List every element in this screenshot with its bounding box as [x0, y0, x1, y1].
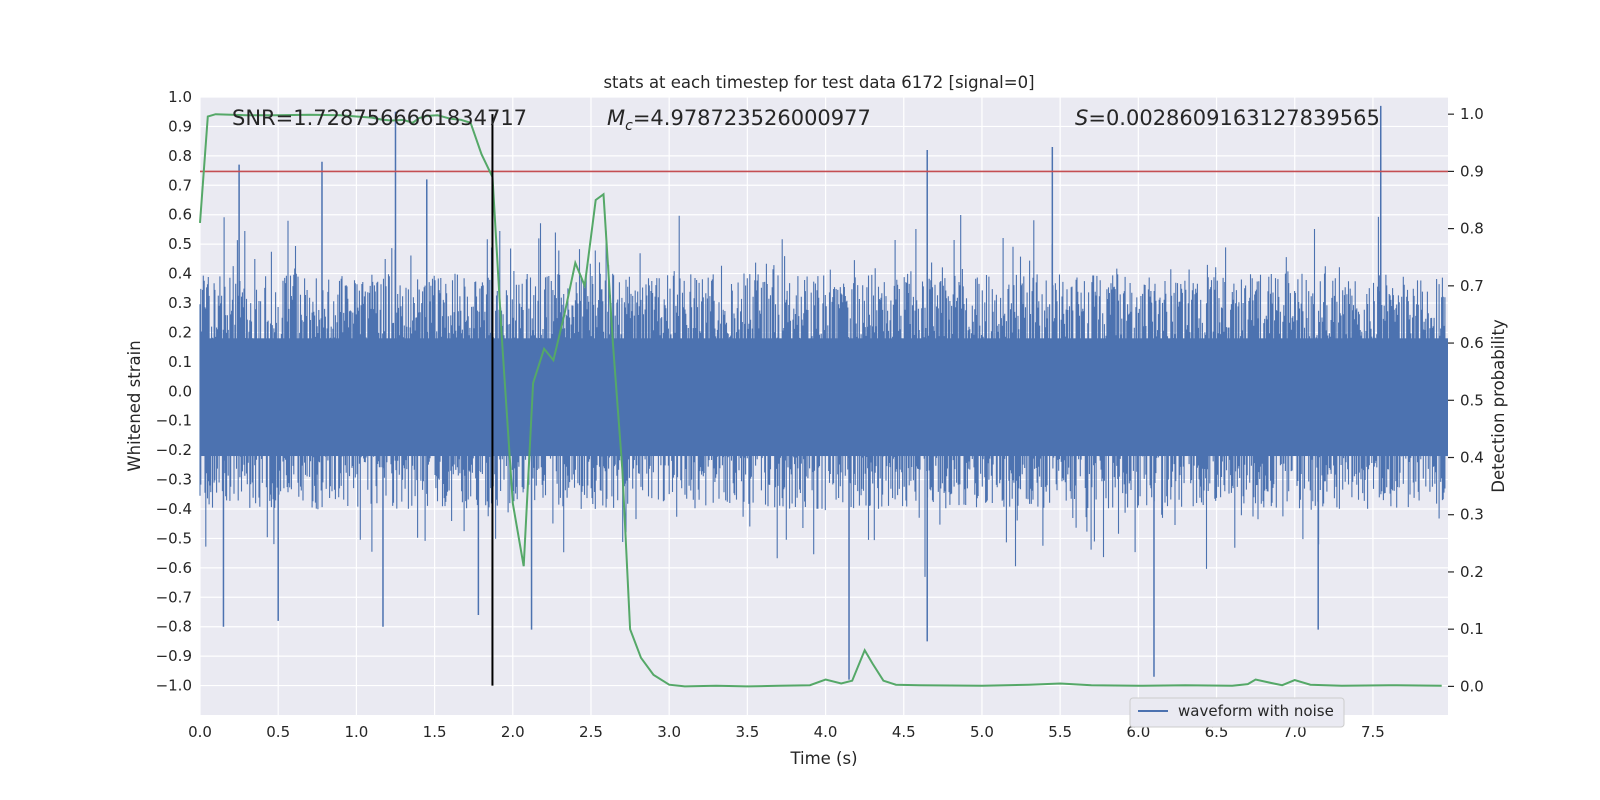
y2-tick-label: 0.2 [1460, 563, 1484, 581]
x-tick-label: 7.5 [1361, 723, 1385, 741]
y-tick-label: 0.7 [168, 176, 192, 194]
chirp-mass-annotation: Mc=4.978723526000977 [607, 106, 871, 134]
y-tick-label: 1.0 [168, 88, 192, 106]
x-tick-label: 0.0 [188, 723, 212, 741]
x-tick-label: 1.5 [423, 723, 447, 741]
y-tick-label: 0.2 [168, 323, 192, 341]
y2-tick-label: 0.4 [1460, 449, 1484, 467]
y-tick-label: 0.8 [168, 147, 192, 165]
x-tick-label: 1.0 [344, 723, 368, 741]
y-axis-label: Whitened strain [125, 340, 144, 471]
legend: waveform with noise [1129, 697, 1345, 728]
chart-title: stats at each timestep for test data 617… [603, 73, 1034, 92]
probability-series [199, 113, 1442, 688]
x-tick-label: 4.5 [892, 723, 916, 741]
s-symbol: S [1075, 106, 1088, 130]
s-annotation: S=0.0028609163127839565 [1075, 106, 1380, 130]
waveform-series [199, 105, 1448, 680]
y-tick-label: 0.3 [168, 294, 192, 312]
legend-box [1129, 697, 1345, 728]
x-tick-label: 2.5 [579, 723, 603, 741]
y2-axis-ticks: 1.0 0.9 0.8 0.7 0.6 0.5 0.4 0.3 0.2 0.1 0.0 [1448, 105, 1484, 695]
y2-tick-label: 0.3 [1460, 506, 1484, 524]
x-tick-label: 0.5 [266, 723, 290, 741]
x-tick-label: 3.5 [735, 723, 759, 741]
y-tick-label: −0.3 [156, 471, 192, 489]
y-tick-label: 0.6 [168, 206, 192, 224]
y-tick-label: −0.9 [156, 647, 192, 665]
y2-tick-label: 0.7 [1460, 277, 1484, 295]
y2-tick-label: 0.8 [1460, 220, 1484, 238]
x-tick-label: 5.0 [970, 723, 994, 741]
y2-tick-label: 0.1 [1460, 620, 1484, 638]
y2-tick-label: 1.0 [1460, 105, 1484, 123]
y-tick-label: −0.7 [156, 588, 192, 606]
y-tick-label: 0.9 [168, 117, 192, 135]
y-tick-label: 0.5 [168, 235, 192, 253]
legend-label: waveform with noise [1178, 702, 1334, 720]
y-tick-label: 0.0 [168, 382, 192, 400]
x-tick-label: 2.0 [501, 723, 525, 741]
y-tick-label: 0.1 [168, 353, 192, 371]
y-tick-label: −0.6 [156, 559, 192, 577]
chirp-mass-subscript: c [625, 118, 633, 134]
y2-tick-label: 0.9 [1460, 162, 1484, 180]
y-axis-ticks: 1.0 0.9 0.8 0.7 0.6 0.5 0.4 0.3 0.2 0.1 0.0 −0.1 −0.… [156, 88, 192, 695]
chirp-mass-symbol: M [607, 106, 625, 130]
y2-tick-label: 0.6 [1460, 334, 1484, 352]
x-axis-label: Time (s) [789, 749, 857, 768]
y-tick-label: −0.5 [156, 529, 192, 547]
y2-tick-label: 0.0 [1460, 677, 1484, 695]
y-tick-label: 0.4 [168, 265, 192, 283]
y2-tick-label: 0.5 [1460, 391, 1484, 409]
s-value: =0.0028609163127839565 [1088, 106, 1380, 130]
y-tick-label: −1.0 [156, 677, 192, 695]
y-tick-label: −0.1 [156, 412, 192, 430]
x-tick-label: 4.0 [814, 723, 838, 741]
y-tick-label: −0.4 [156, 500, 192, 518]
waveform-core [200, 338, 1448, 457]
snr-annotation: SNR=1.7287566661834717 [232, 106, 527, 130]
x-tick-label: 3.0 [657, 723, 681, 741]
y-tick-label: −0.8 [156, 618, 192, 636]
y2-axis-label: Detection probability [1489, 319, 1508, 493]
x-tick-label: 5.5 [1048, 723, 1072, 741]
chirp-mass-value: =4.978723526000977 [633, 106, 871, 130]
y-tick-label: −0.2 [156, 441, 192, 459]
